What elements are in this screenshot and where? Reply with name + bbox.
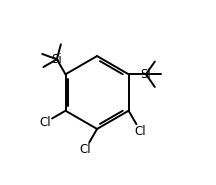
Text: Si: Si: [51, 53, 62, 66]
Text: Si: Si: [141, 68, 151, 81]
Text: Cl: Cl: [79, 143, 91, 156]
Text: Cl: Cl: [135, 125, 146, 138]
Text: Cl: Cl: [39, 116, 51, 129]
